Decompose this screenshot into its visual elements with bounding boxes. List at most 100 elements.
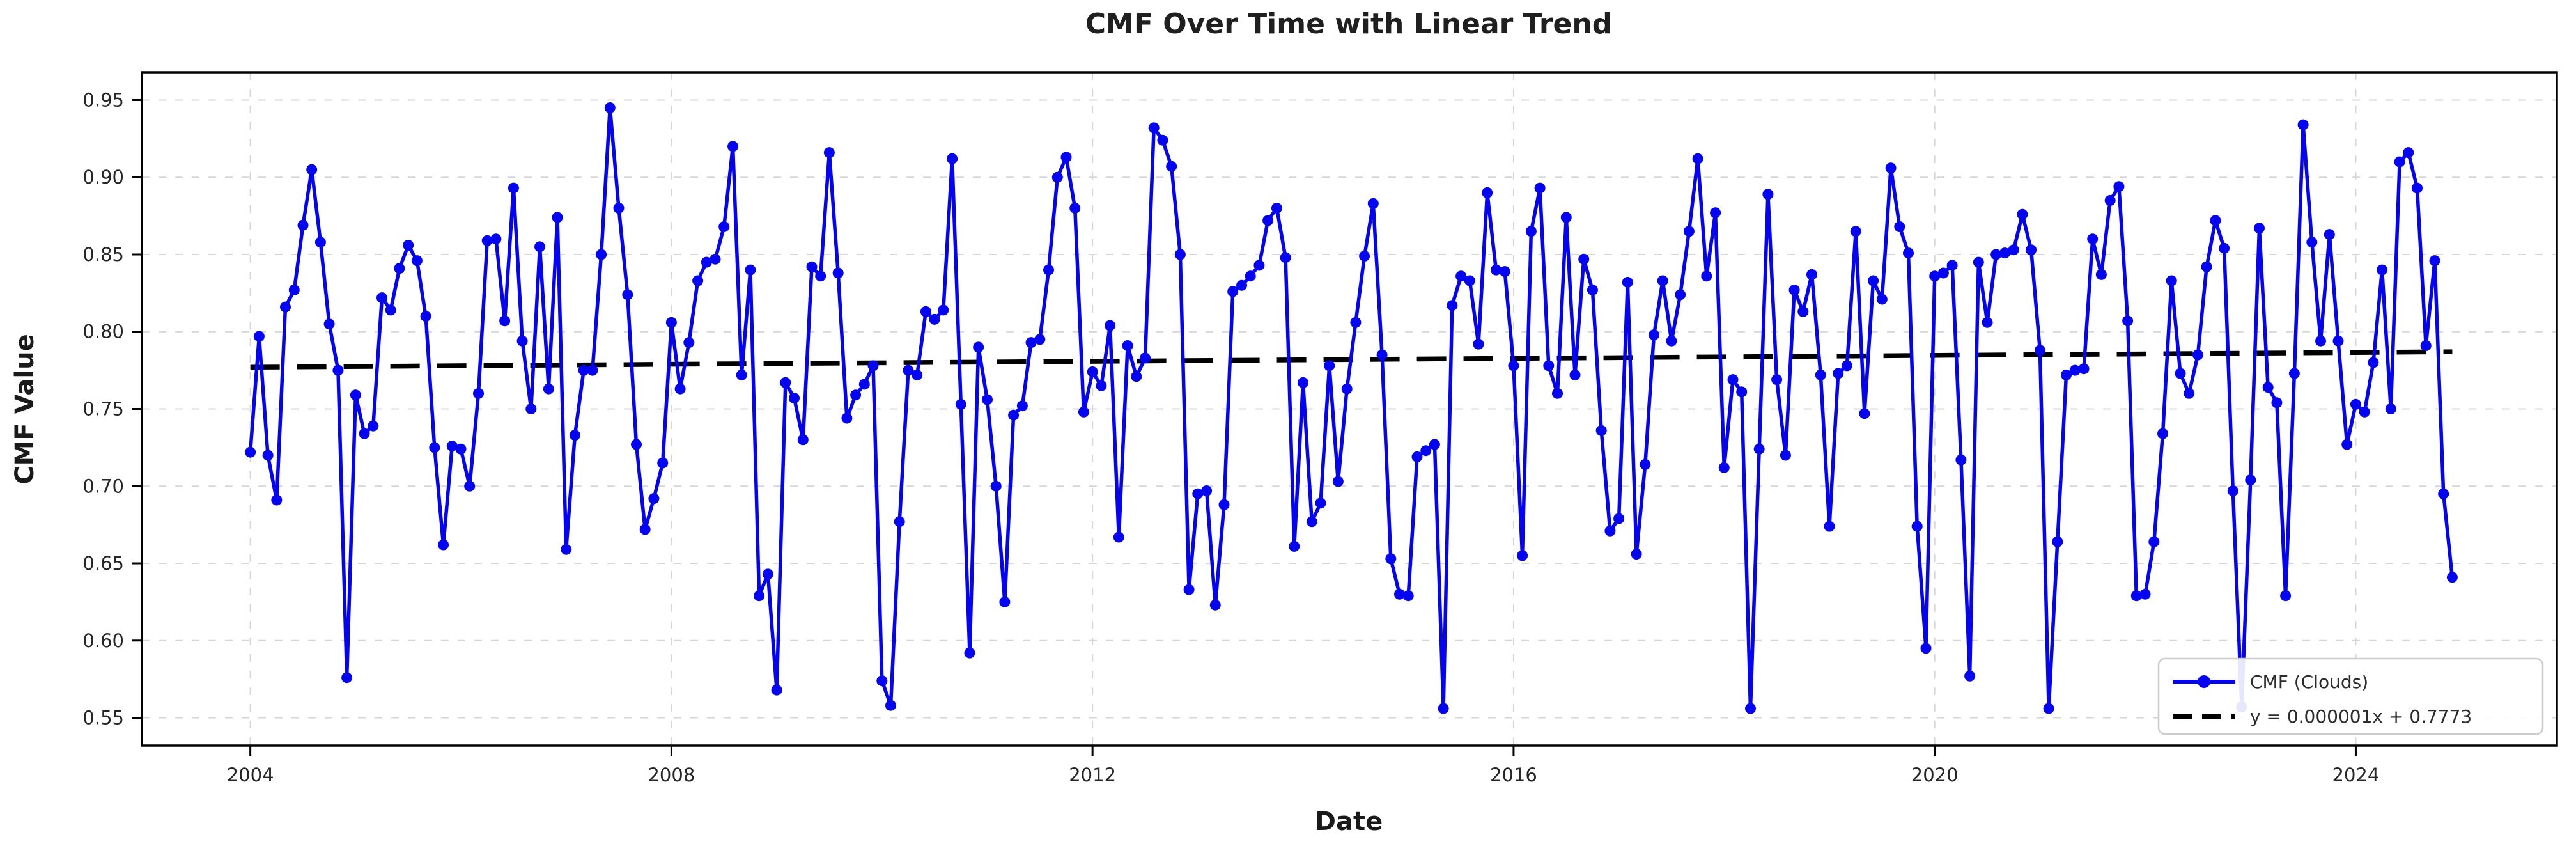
data-point-marker (2113, 181, 2125, 192)
data-point-marker (973, 341, 984, 353)
data-point-marker (561, 544, 572, 555)
data-point-marker (1727, 374, 1739, 386)
data-point-marker (920, 306, 931, 317)
data-point-marker (1683, 226, 1695, 237)
data-point-marker (771, 684, 782, 696)
data-point-marker (1324, 360, 1335, 372)
data-point-marker (806, 261, 818, 272)
data-point-marker (955, 398, 966, 410)
data-point-marker (912, 369, 923, 380)
data-point-marker (648, 493, 660, 505)
data-point-marker (2350, 398, 2361, 410)
data-point-marker (657, 457, 669, 469)
data-point-marker (1183, 584, 1195, 595)
data-point-marker (1657, 275, 1668, 286)
cmf-line (248, 106, 2455, 710)
data-point-marker (368, 420, 379, 432)
data-point-marker (543, 383, 554, 395)
data-point-marker (1613, 513, 1625, 524)
data-point-marker (850, 389, 862, 401)
data-point-marker (1069, 203, 1081, 214)
data-point-marker (1034, 334, 1046, 345)
data-point-marker (446, 441, 458, 451)
data-point-marker (1824, 521, 1835, 532)
data-point-marker (2324, 229, 2335, 240)
data-point-marker (1736, 386, 1748, 398)
legend-series-marker (2198, 675, 2210, 688)
data-point-marker (1473, 338, 1484, 350)
data-point-marker (2227, 485, 2238, 496)
data-point-marker (1332, 476, 1344, 487)
data-point-marker (2192, 349, 2203, 361)
data-point-marker (1025, 337, 1037, 349)
data-point-marker (481, 235, 493, 246)
data-point-marker (1937, 267, 1949, 279)
data-point-marker (341, 672, 353, 684)
data-point-marker (2368, 357, 2379, 368)
data-point-marker (403, 240, 414, 251)
data-point-marker (1692, 153, 1703, 164)
data-point-marker (2315, 335, 2326, 347)
data-point-marker (1499, 266, 1510, 278)
data-point-marker (2394, 156, 2405, 168)
legend: CMF (Clouds) y = 0.000001x + 0.7773 (2157, 657, 2544, 735)
data-point-marker (2184, 388, 2195, 399)
data-point-marker (1675, 289, 1686, 301)
data-point-marker (2429, 255, 2440, 267)
grid-layer (142, 72, 2557, 746)
data-point-marker (359, 428, 370, 439)
data-point-marker (2087, 233, 2099, 245)
data-point-marker (1482, 187, 1493, 198)
data-point-marker (1569, 369, 1581, 380)
data-point-marker (1894, 221, 1905, 232)
data-point-marker (534, 241, 545, 253)
data-point-marker (2438, 488, 2449, 499)
data-point-marker (885, 700, 896, 711)
data-point-marker (903, 364, 914, 376)
data-point-marker (1797, 306, 1809, 317)
data-point-marker (2262, 382, 2274, 393)
data-point-marker (1385, 553, 1397, 565)
data-point-marker (1868, 275, 1879, 286)
data-point-marker (1289, 540, 1300, 552)
data-point-marker (314, 237, 326, 248)
data-point-marker (2245, 474, 2256, 486)
data-point-marker (1841, 360, 1852, 372)
x-tick-label: 2004 (227, 764, 274, 786)
data-point-marker (2446, 572, 2458, 583)
data-point-marker (1122, 340, 1133, 351)
data-point-marker (2043, 703, 2054, 714)
data-point-marker (516, 335, 528, 347)
data-point-marker (701, 256, 712, 268)
data-point-marker (473, 388, 484, 399)
data-point-marker (1543, 360, 1555, 372)
data-point-marker (1271, 203, 1282, 214)
data-point-marker (2377, 264, 2388, 276)
legend-trend-label: y = 0.000001x + 0.7773 (2250, 706, 2472, 727)
data-point-marker (2210, 215, 2221, 226)
data-point-marker (1157, 134, 1168, 146)
data-point-marker (350, 389, 361, 401)
data-point-marker (1420, 445, 1432, 457)
data-point-marker (1060, 152, 1072, 163)
data-point-marker (1885, 162, 1897, 174)
data-point-marker (762, 568, 773, 580)
data-point-marker (1105, 320, 1116, 331)
data-point-marker (1771, 374, 1783, 386)
data-point-marker (1166, 161, 1177, 172)
y-tick-label: 0.75 (82, 398, 124, 420)
axes-frame-layer (141, 71, 2558, 747)
data-point-marker (1622, 277, 1633, 288)
y-tick-label: 0.95 (82, 89, 124, 111)
data-point-marker (1534, 182, 1546, 194)
data-point-marker (727, 141, 738, 152)
data-point-marker (622, 289, 633, 301)
x-tick-label: 2008 (648, 764, 695, 786)
data-point-marker (1876, 294, 1888, 305)
data-point-marker (2017, 208, 2028, 220)
data-point-marker (1508, 360, 1519, 372)
data-point-marker (2148, 536, 2160, 547)
data-point-marker (271, 494, 283, 506)
data-point-marker (876, 675, 888, 687)
data-point-marker (332, 364, 344, 376)
